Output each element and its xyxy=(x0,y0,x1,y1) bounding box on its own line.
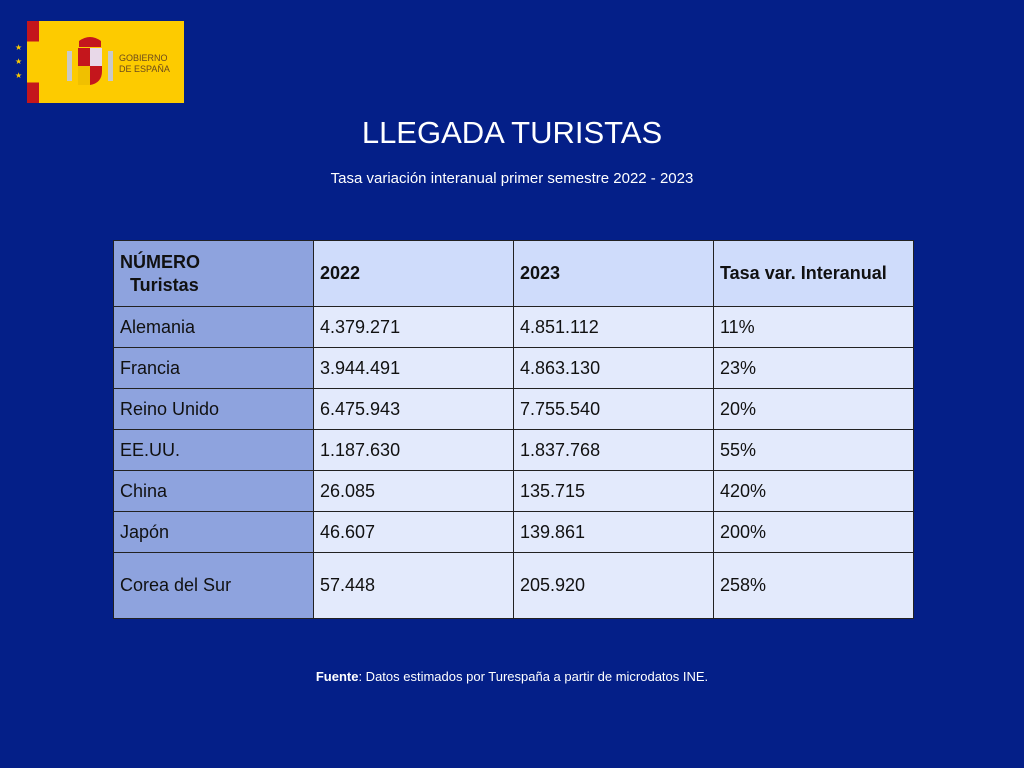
table-row: Alemania 4.379.271 4.851.112 11% xyxy=(113,306,914,348)
country-cell: China xyxy=(113,470,314,512)
source-text: : Datos estimados por Turespaña a partir… xyxy=(358,669,709,684)
header-numero: NÚMERO xyxy=(120,251,200,272)
rate-cell: 55% xyxy=(713,429,914,471)
header-numero-turistas: NÚMERO Turistas xyxy=(113,240,314,307)
header-2022: 2022 xyxy=(313,240,514,307)
rate-cell: 258% xyxy=(713,552,914,619)
country-cell: Alemania xyxy=(113,306,314,348)
country-cell: Japón xyxy=(113,511,314,553)
value-2022-cell: 57.448 xyxy=(313,552,514,619)
table-row: Francia 3.944.491 4.863.130 23% xyxy=(113,347,914,389)
value-2023-cell: 135.715 xyxy=(513,470,714,512)
header-2023: 2023 xyxy=(513,240,714,307)
rate-cell: 11% xyxy=(713,306,914,348)
value-2023-cell: 4.863.130 xyxy=(513,347,714,389)
country-cell: Corea del Sur xyxy=(113,552,314,619)
value-2022-cell: 1.187.630 xyxy=(313,429,514,471)
country-cell: EE.UU. xyxy=(113,429,314,471)
value-2023-cell: 1.837.768 xyxy=(513,429,714,471)
gobierno-de-espana-logo: ★ ★ ★ GOBIERNO DE ESPAÑA xyxy=(15,21,184,103)
eu-stars-icon: ★ ★ ★ xyxy=(15,43,23,80)
rate-cell: 20% xyxy=(713,388,914,430)
table-row: Reino Unido 6.475.943 7.755.540 20% xyxy=(113,388,914,430)
rate-cell: 23% xyxy=(713,347,914,389)
source-label: Fuente xyxy=(315,669,359,684)
country-cell: Francia xyxy=(113,347,314,389)
value-2022-cell: 4.379.271 xyxy=(313,306,514,348)
table-header-row: NÚMERO Turistas 2022 2023 Tasa var. Inte… xyxy=(113,240,914,307)
value-2022-cell: 6.475.943 xyxy=(313,388,514,430)
value-2023-cell: 139.861 xyxy=(513,511,714,553)
table-row: EE.UU. 1.187.630 1.837.768 55% xyxy=(113,429,914,471)
logo-text: GOBIERNO DE ESPAÑA xyxy=(119,53,170,75)
logo-text-line1: GOBIERNO xyxy=(119,53,168,63)
coat-of-arms-icon xyxy=(67,37,113,85)
value-2023-cell: 7.755.540 xyxy=(513,388,714,430)
page-subtitle: Tasa variación interanual primer semestr… xyxy=(330,170,694,187)
rate-cell: 420% xyxy=(713,470,914,512)
spain-flag-stripe xyxy=(27,21,39,103)
logo-text-line2: DE ESPAÑA xyxy=(119,64,170,74)
value-2023-cell: 4.851.112 xyxy=(513,306,714,348)
header-turistas: Turistas xyxy=(130,274,199,295)
value-2022-cell: 3.944.491 xyxy=(313,347,514,389)
tourist-arrivals-table: NÚMERO Turistas 2022 2023 Tasa var. Inte… xyxy=(113,240,914,619)
table-row: China 26.085 135.715 420% xyxy=(113,470,914,512)
header-tasa: Tasa var. Interanual xyxy=(713,240,914,307)
value-2022-cell: 46.607 xyxy=(313,511,514,553)
page-title: LLEGADA TURISTAS xyxy=(361,115,663,150)
country-cell: Reino Unido xyxy=(113,388,314,430)
table-row: Japón 46.607 139.861 200% xyxy=(113,511,914,553)
value-2022-cell: 26.085 xyxy=(313,470,514,512)
table-row: Corea del Sur 57.448 205.920 258% xyxy=(113,552,914,619)
rate-cell: 200% xyxy=(713,511,914,553)
source-note: Fuente: Datos estimados por Turespaña a … xyxy=(0,669,1024,684)
value-2023-cell: 205.920 xyxy=(513,552,714,619)
